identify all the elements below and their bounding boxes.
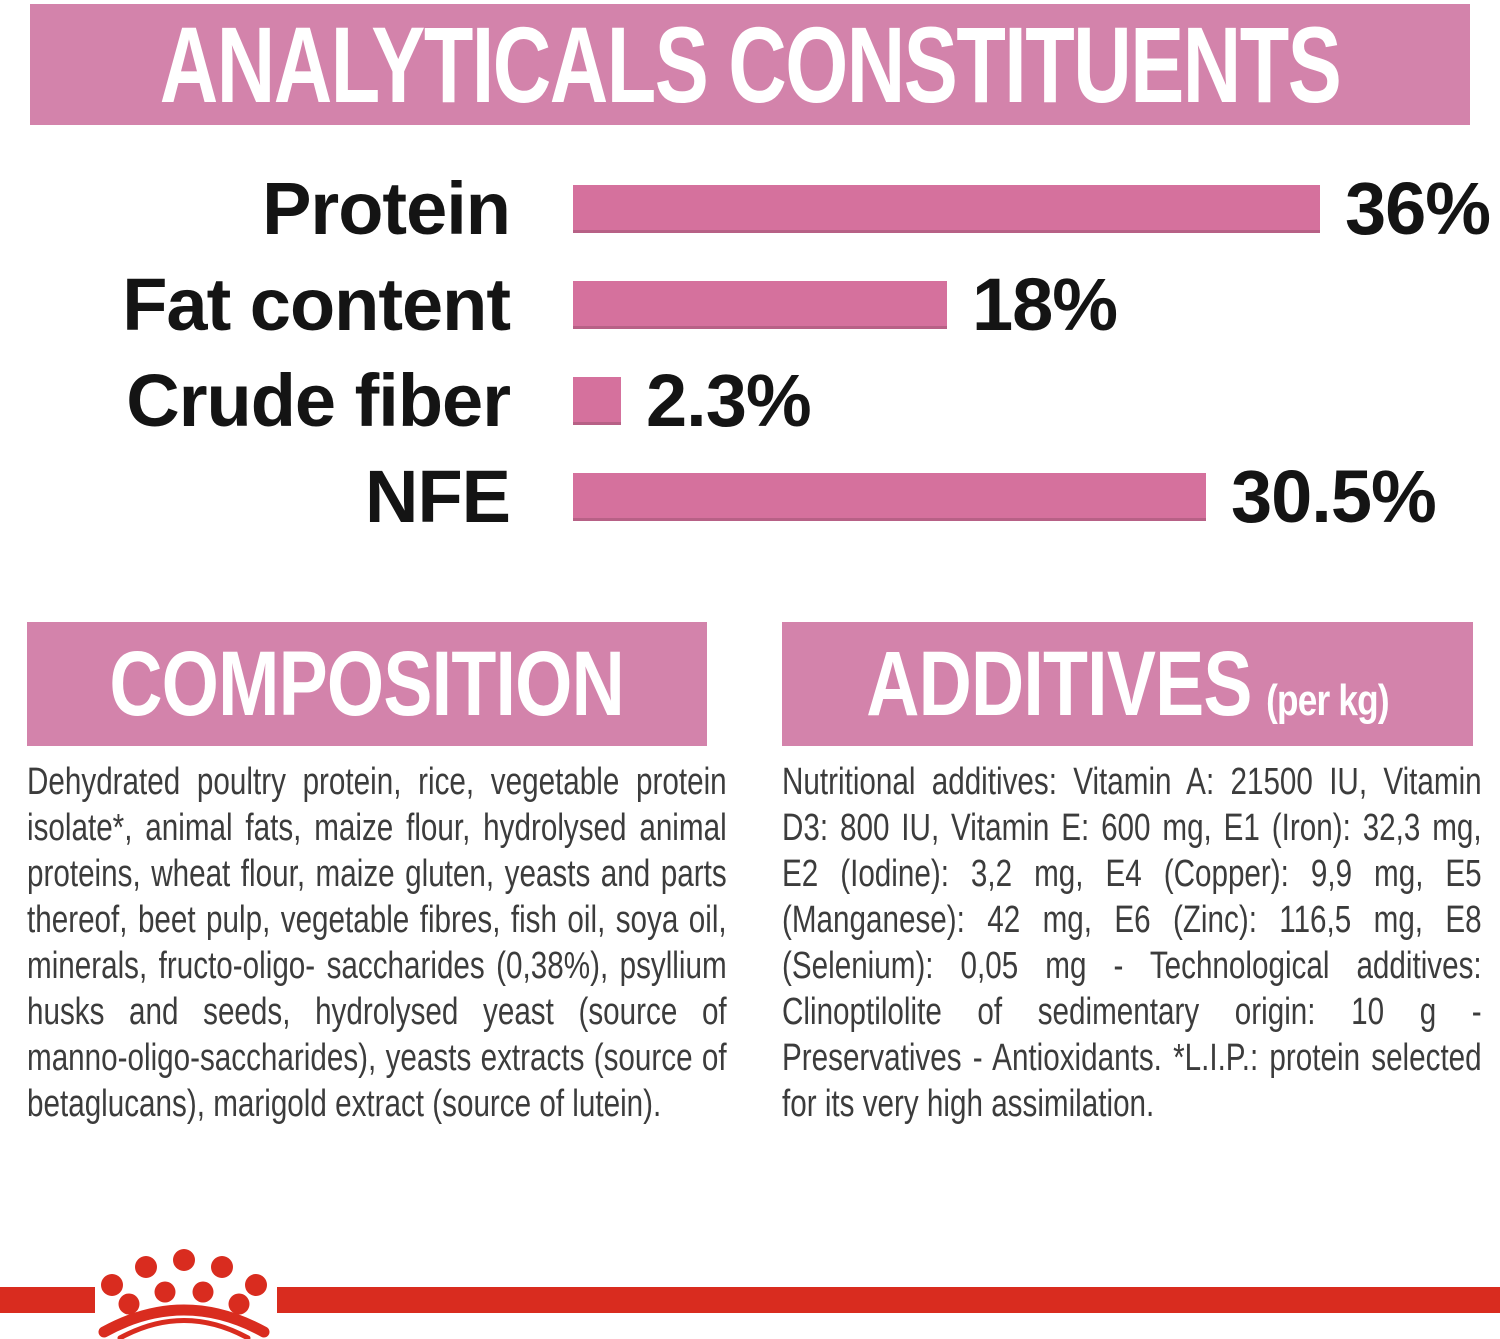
value-label-fat-content: 18%	[972, 263, 1118, 346]
value-label-protein: 36%	[1345, 167, 1491, 250]
composition-banner: COMPOSITION	[27, 622, 707, 746]
red-stripe-left	[0, 1287, 95, 1313]
info-columns: COMPOSITION Dehydrated poultry protein, …	[27, 622, 1482, 1127]
red-stripe-right	[277, 1287, 1500, 1313]
chart-row-fat-content: Fat content 18%	[0, 257, 1500, 353]
additives-title-suffix: (per kg)	[1266, 676, 1389, 725]
category-label-fat-content: Fat content	[122, 263, 511, 346]
chart-row-nfe: NFE 30.5%	[0, 449, 1500, 545]
additives-section: ADDITIVES (per kg) Nutritional additives…	[782, 622, 1482, 1127]
additives-text: Nutritional additives: Vitamin A: 21500 …	[782, 761, 1482, 1125]
composition-title: COMPOSITION	[109, 633, 625, 735]
royal-canin-crown-icon	[98, 1249, 270, 1339]
additives-title: ADDITIVES	[866, 633, 1252, 735]
category-label-crude-fiber: Crude fiber	[126, 359, 511, 442]
analytical-constituents-chart: Protein 36% Fat content 18% Crude fiber 2.3% N…	[0, 161, 1500, 545]
bar-protein	[573, 185, 1320, 233]
category-label-protein: Protein	[262, 167, 511, 250]
analyticals-banner: ANALYTICALS CONSTITUENTS	[30, 4, 1470, 125]
bar-crude-fiber	[573, 377, 621, 425]
bar-nfe	[573, 473, 1206, 521]
composition-section: COMPOSITION Dehydrated poultry protein, …	[27, 622, 727, 1127]
analyticals-title: ANALYTICALS CONSTITUENTS	[159, 3, 1342, 125]
bar-fat-content	[573, 281, 947, 329]
category-label-nfe: NFE	[365, 455, 511, 538]
additives-banner: ADDITIVES (per kg)	[782, 622, 1473, 746]
chart-row-crude-fiber: Crude fiber 2.3%	[0, 353, 1500, 449]
value-label-crude-fiber: 2.3%	[646, 359, 812, 442]
value-label-nfe: 30.5%	[1231, 455, 1437, 538]
composition-text: Dehydrated poultry protein, rice, vegeta…	[27, 761, 727, 1125]
chart-row-protein: Protein 36%	[0, 161, 1500, 257]
